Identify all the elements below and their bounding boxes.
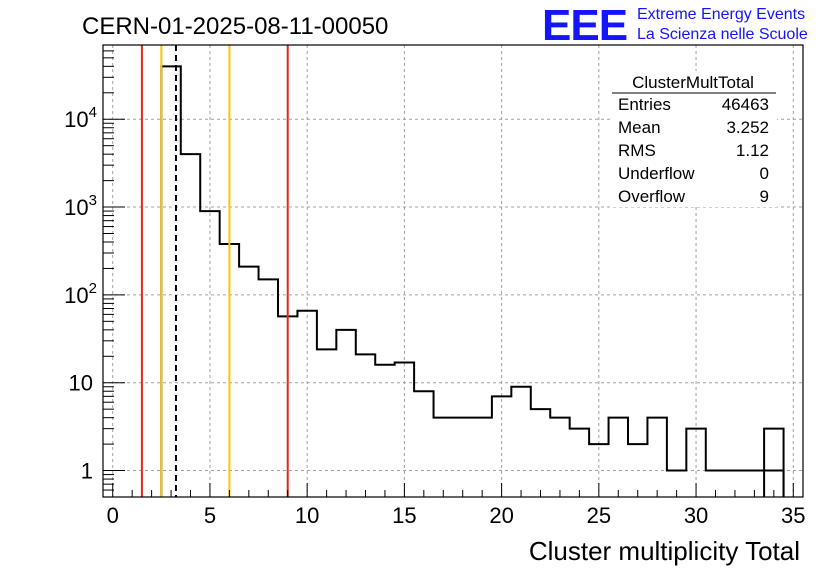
- stats-value: 1.12: [736, 141, 769, 160]
- histogram-bin: [297, 311, 316, 497]
- stats-label: Overflow: [618, 187, 686, 206]
- histogram-bin: [375, 365, 394, 497]
- stats-box: ClusterMultTotal Entries 46463 Mean 3.252 RM…: [610, 71, 777, 207]
- histogram-bars: [160, 65, 785, 497]
- histogram-bin: [550, 418, 569, 497]
- histogram-bin: [336, 330, 355, 497]
- x-tick-label: 35: [781, 503, 805, 528]
- x-tick-label: 5: [204, 503, 216, 528]
- histogram-bin: [395, 362, 414, 497]
- histogram-bin: [492, 396, 511, 497]
- histogram-bin: [181, 154, 200, 497]
- stats-value: 3.252: [726, 118, 769, 137]
- axes: 0 5 10 15 20 25 30 35 1 10 102 103 104: [64, 44, 806, 528]
- histogram-bin: [531, 409, 550, 497]
- histogram-bin: [570, 429, 589, 497]
- histogram-bin: [472, 418, 491, 497]
- histogram-bin: [161, 66, 180, 497]
- histogram-bin: [453, 418, 472, 497]
- y-tick-label: 103: [64, 192, 97, 220]
- histogram-bin: [259, 279, 278, 497]
- y-tick-label: 102: [64, 280, 97, 308]
- x-tick-label: 20: [489, 503, 513, 528]
- histogram-bin: [414, 391, 433, 497]
- chart-title: CERN-01-2025-08-11-00050: [82, 13, 388, 40]
- stats-label: RMS: [618, 141, 656, 160]
- stats-value: 46463: [722, 95, 769, 114]
- histogram-bin: [434, 418, 453, 497]
- histogram-bin: [356, 354, 375, 497]
- stats-value: 9: [760, 187, 769, 206]
- histogram-bin: [628, 444, 647, 497]
- histogram-bin: [763, 427, 785, 497]
- vertical-markers: [140, 45, 289, 497]
- histogram-bin: [647, 418, 666, 497]
- x-tick-label: 25: [587, 503, 611, 528]
- histogram-bin: [317, 349, 336, 497]
- stats-value: 0: [760, 164, 769, 183]
- logo-line-2: La Scienza nelle Scuole: [637, 26, 808, 43]
- histogram-outline: [160, 65, 785, 497]
- y-tick-label: 1: [81, 459, 93, 484]
- x-tick-label: 0: [107, 503, 119, 528]
- x-tick-label: 15: [392, 503, 416, 528]
- x-axis-title: Cluster multiplicity Total: [529, 536, 800, 566]
- eee-logo: EEE Extreme Energy Events La Scienza nel…: [542, 1, 808, 50]
- logo-line-1: Extreme Energy Events: [637, 6, 805, 23]
- histogram-bin: [511, 387, 530, 497]
- plot-frame: [102, 44, 804, 498]
- histogram-bin: [609, 418, 628, 497]
- histogram-bin: [200, 211, 219, 497]
- stats-background: [610, 71, 777, 207]
- x-tick-label: 30: [684, 503, 708, 528]
- stats-name: ClusterMultTotal: [632, 73, 754, 92]
- y-tick-label: 10: [69, 371, 93, 396]
- logo-letters: EEE: [542, 1, 627, 50]
- histogram-bin: [239, 267, 258, 497]
- stats-label: Mean: [618, 118, 661, 137]
- y-tick-label: 104: [64, 104, 97, 132]
- stats-label: Underflow: [618, 164, 695, 183]
- x-tick-label: 10: [295, 503, 319, 528]
- stats-label: Entries: [618, 95, 671, 114]
- stats-rows: Entries 46463 Mean 3.252 RMS 1.12 Underflow 0 Ov…: [618, 95, 769, 206]
